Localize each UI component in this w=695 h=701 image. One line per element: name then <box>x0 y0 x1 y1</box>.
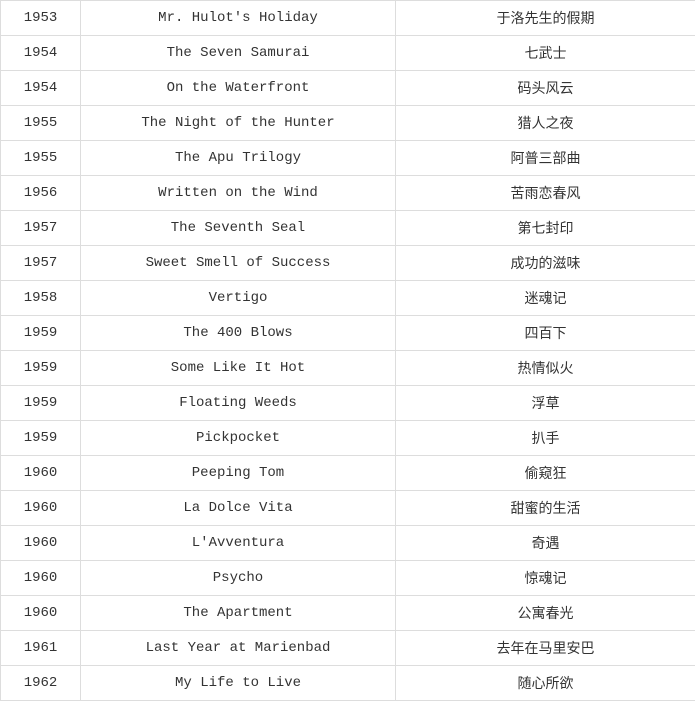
title-en-cell: The Seven Samurai <box>81 36 396 71</box>
title-zh-cell: 扒手 <box>396 421 695 456</box>
title-zh-cell: 甜蜜的生活 <box>396 491 695 526</box>
title-en-cell: Pickpocket <box>81 421 396 456</box>
title-en-cell: La Dolce Vita <box>81 491 396 526</box>
title-zh-cell: 第七封印 <box>396 211 695 246</box>
title-en-cell: Psycho <box>81 561 396 596</box>
year-cell: 1960 <box>1 596 81 631</box>
title-zh-cell: 迷魂记 <box>396 281 695 316</box>
year-cell: 1953 <box>1 1 81 36</box>
title-zh-cell: 苦雨恋春风 <box>396 176 695 211</box>
year-cell: 1959 <box>1 351 81 386</box>
title-en-cell: The Apu Trilogy <box>81 141 396 176</box>
title-zh-cell: 四百下 <box>396 316 695 351</box>
table-row: 1953Mr. Hulot's Holiday于洛先生的假期 <box>1 1 695 36</box>
table-row: 1960Psycho惊魂记 <box>1 561 695 596</box>
year-cell: 1960 <box>1 561 81 596</box>
table-row: 1954On the Waterfront码头风云 <box>1 71 695 106</box>
title-en-cell: The 400 Blows <box>81 316 396 351</box>
title-zh-cell: 奇遇 <box>396 526 695 561</box>
title-zh-cell: 去年在马里安巴 <box>396 631 695 666</box>
title-zh-cell: 随心所欲 <box>396 666 695 701</box>
title-zh-cell: 于洛先生的假期 <box>396 1 695 36</box>
year-cell: 1961 <box>1 631 81 666</box>
table-row: 1958Vertigo迷魂记 <box>1 281 695 316</box>
table-row: 1957The Seventh Seal第七封印 <box>1 211 695 246</box>
title-en-cell: Last Year at Marienbad <box>81 631 396 666</box>
title-en-cell: The Apartment <box>81 596 396 631</box>
year-cell: 1960 <box>1 491 81 526</box>
title-en-cell: Peeping Tom <box>81 456 396 491</box>
table-row: 1955The Apu Trilogy阿普三部曲 <box>1 141 695 176</box>
year-cell: 1959 <box>1 316 81 351</box>
year-cell: 1957 <box>1 211 81 246</box>
table-row: 1962My Life to Live随心所欲 <box>1 666 695 701</box>
title-en-cell: L'Avventura <box>81 526 396 561</box>
title-en-cell: Vertigo <box>81 281 396 316</box>
year-cell: 1954 <box>1 71 81 106</box>
title-en-cell: On the Waterfront <box>81 71 396 106</box>
title-en-cell: The Seventh Seal <box>81 211 396 246</box>
title-en-cell: Mr. Hulot's Holiday <box>81 1 396 36</box>
title-zh-cell: 热情似火 <box>396 351 695 386</box>
table-row: 1960Peeping Tom偷窥狂 <box>1 456 695 491</box>
title-zh-cell: 码头风云 <box>396 71 695 106</box>
year-cell: 1956 <box>1 176 81 211</box>
year-cell: 1962 <box>1 666 81 701</box>
title-en-cell: My Life to Live <box>81 666 396 701</box>
year-cell: 1960 <box>1 456 81 491</box>
table-row: 1955The Night of the Hunter猎人之夜 <box>1 106 695 141</box>
title-zh-cell: 公寓春光 <box>396 596 695 631</box>
table-row: 1960The Apartment公寓春光 <box>1 596 695 631</box>
year-cell: 1955 <box>1 106 81 141</box>
table-row: 1959Some Like It Hot热情似火 <box>1 351 695 386</box>
year-cell: 1954 <box>1 36 81 71</box>
title-en-cell: Sweet Smell of Success <box>81 246 396 281</box>
title-en-cell: Some Like It Hot <box>81 351 396 386</box>
film-table: 1953Mr. Hulot's Holiday于洛先生的假期1954The Se… <box>0 0 695 701</box>
title-zh-cell: 惊魂记 <box>396 561 695 596</box>
title-zh-cell: 阿普三部曲 <box>396 141 695 176</box>
table-row: 1959Floating Weeds浮草 <box>1 386 695 421</box>
title-zh-cell: 猎人之夜 <box>396 106 695 141</box>
table-row: 1954The Seven Samurai七武士 <box>1 36 695 71</box>
year-cell: 1959 <box>1 421 81 456</box>
year-cell: 1960 <box>1 526 81 561</box>
title-en-cell: Floating Weeds <box>81 386 396 421</box>
title-en-cell: The Night of the Hunter <box>81 106 396 141</box>
year-cell: 1957 <box>1 246 81 281</box>
year-cell: 1955 <box>1 141 81 176</box>
title-zh-cell: 浮草 <box>396 386 695 421</box>
title-zh-cell: 七武士 <box>396 36 695 71</box>
title-en-cell: Written on the Wind <box>81 176 396 211</box>
year-cell: 1958 <box>1 281 81 316</box>
table-row: 1961Last Year at Marienbad去年在马里安巴 <box>1 631 695 666</box>
table-row: 1960La Dolce Vita甜蜜的生活 <box>1 491 695 526</box>
year-cell: 1959 <box>1 386 81 421</box>
table-row: 1957Sweet Smell of Success成功的滋味 <box>1 246 695 281</box>
film-table-body: 1953Mr. Hulot's Holiday于洛先生的假期1954The Se… <box>1 1 695 701</box>
title-zh-cell: 成功的滋味 <box>396 246 695 281</box>
table-row: 1960L'Avventura奇遇 <box>1 526 695 561</box>
table-row: 1959Pickpocket扒手 <box>1 421 695 456</box>
title-zh-cell: 偷窥狂 <box>396 456 695 491</box>
table-row: 1959The 400 Blows四百下 <box>1 316 695 351</box>
table-row: 1956Written on the Wind苦雨恋春风 <box>1 176 695 211</box>
